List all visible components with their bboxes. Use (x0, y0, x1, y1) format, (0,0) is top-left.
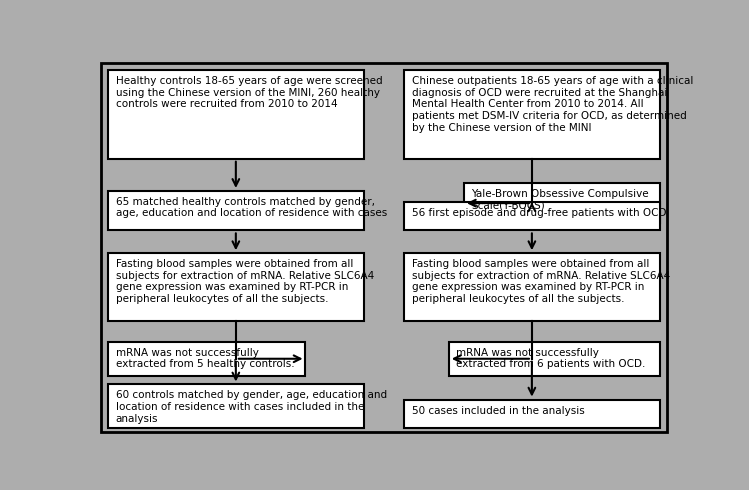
Text: Yale-Brown Obsessive Compulsive
Scale(Y-BOCS): Yale-Brown Obsessive Compulsive Scale(Y-… (472, 189, 649, 211)
Text: Healthy controls 18-65 years of age were screened
using the Chinese version of t: Healthy controls 18-65 years of age were… (115, 76, 382, 109)
Text: Chinese outpatients 18-65 years of age with a clinical
diagnosis of OCD were rec: Chinese outpatients 18-65 years of age w… (412, 76, 693, 133)
FancyBboxPatch shape (108, 70, 363, 159)
FancyBboxPatch shape (404, 253, 660, 321)
FancyBboxPatch shape (108, 342, 306, 376)
Text: mRNA was not successfully
extracted from 5 healthy controls.: mRNA was not successfully extracted from… (115, 348, 294, 369)
FancyBboxPatch shape (108, 191, 363, 230)
FancyBboxPatch shape (108, 385, 363, 428)
Text: 56 first episode and drug-free patients with OCD: 56 first episode and drug-free patients … (412, 208, 666, 218)
FancyBboxPatch shape (464, 183, 660, 223)
FancyBboxPatch shape (404, 399, 660, 428)
Text: 60 controls matched by gender, age, education and
location of residence with cas: 60 controls matched by gender, age, educ… (115, 391, 386, 424)
Text: 50 cases included in the analysis: 50 cases included in the analysis (412, 406, 584, 416)
FancyBboxPatch shape (449, 342, 660, 376)
Text: Fasting blood samples were obtained from all
subjects for extraction of mRNA. Re: Fasting blood samples were obtained from… (412, 259, 670, 304)
FancyBboxPatch shape (404, 70, 660, 159)
Text: mRNA was not successfully
extracted from 6 patients with OCD.: mRNA was not successfully extracted from… (456, 348, 646, 369)
FancyBboxPatch shape (404, 202, 660, 230)
FancyBboxPatch shape (108, 253, 363, 321)
Text: 65 matched healthy controls matched by gender,
age, education and location of re: 65 matched healthy controls matched by g… (115, 197, 387, 219)
Text: Fasting blood samples were obtained from all
subjects for extraction of mRNA. Re: Fasting blood samples were obtained from… (115, 259, 374, 304)
